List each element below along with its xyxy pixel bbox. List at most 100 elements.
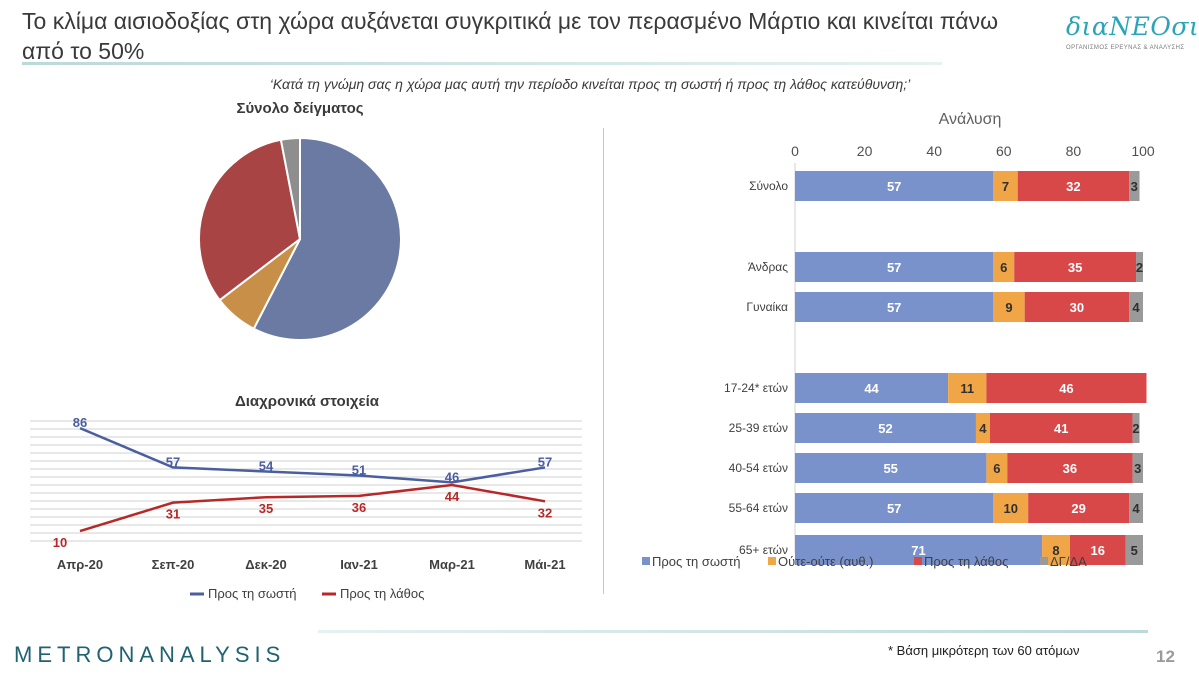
line-data-label: 57 [538,454,552,469]
bar-category-label: 65+ ετών [739,543,788,557]
line-series-0 [79,426,546,484]
bar-legend-swatch [768,557,776,565]
bar-segment [1132,453,1143,483]
bar-legend-swatch [914,557,922,565]
footnote: * Βάση μικρότερη των 60 ατόμων [888,643,1080,658]
bar-data-label: 4 [979,421,987,436]
page-number: 12 [1156,647,1175,666]
bar-segment [1129,292,1143,322]
bar-category-label: Γυναίκα [746,300,788,314]
bar-data-label: 36 [1063,461,1077,476]
bar-data-label: 2 [1136,260,1143,275]
bar-segment [795,413,976,443]
line-data-label: 57 [166,454,180,469]
logo-subtitle: ΟΡΓΑΝΙΣΜΟΣ ΕΡΕΥΝΑΣ & ΑΝΑΛΥΣΗΣ [1066,45,1185,51]
bar-data-label: 6 [993,461,1000,476]
bar-category-label: Σύνολο [749,179,788,193]
line-data-label: 10 [53,535,67,550]
pie-chart [198,136,402,341]
survey-question: ‘Κατά τη γνώμη σας η χώρα μας αυτή την π… [269,76,911,92]
bar-category-label: 40-54 ετών [729,461,788,475]
bar-category-label: 17-24* ετών [724,381,788,395]
line-data-label: 51 [352,463,366,478]
bar-x-tick: 40 [926,143,942,159]
line-data-label: 31 [166,507,180,522]
bar-segment [989,413,1133,443]
bar-category-label: Άνδρας [748,260,788,274]
line-x-tick: Σεπ-20 [152,557,195,572]
bar-segment [986,373,1147,403]
line-data-label: 36 [352,500,366,515]
line-x-tick: Μάι-21 [524,557,565,572]
bar-data-label: 16 [1091,543,1105,558]
bar-segment [1069,535,1126,565]
bar-legend-swatch [642,557,650,565]
pie-slice-2 [198,138,302,302]
bar-legend-swatch [1040,557,1048,565]
line-x-tick: Απρ-20 [57,557,103,572]
line-data-label: 86 [73,415,87,430]
pie-chart-title: Σύνολο δείγματος [236,100,364,117]
line-x-tick: Μαρ-21 [429,557,475,572]
bar-data-label: 57 [887,260,901,275]
bar-data-label: 55 [883,461,897,476]
bar-segment [993,292,1025,322]
bar-segment [795,373,949,403]
footer-rule [318,630,1148,633]
bar-data-label: 7 [1002,179,1009,194]
bar-segment [993,171,1018,201]
bar-data-label: 6 [1000,260,1007,275]
bar-data-label: 4 [1132,300,1140,315]
bar-segment [1007,453,1133,483]
bar-data-label: 9 [1005,300,1012,315]
line-data-label: 32 [538,505,552,520]
bar-chart-title: Ανάλυση [939,111,1002,128]
bar-legend-label: Προς τη σωστή [652,554,740,569]
line-data-label: 54 [259,458,274,473]
line-data-label: 46 [445,469,459,484]
title-underline [22,62,942,65]
bar-legend-label: Προς τη λάθος [924,554,1008,569]
bar-data-label: 44 [864,381,879,396]
bar-legend-label: Ούτε-ούτε (αυθ.) [778,554,874,569]
line-legend-label: Προς τη σωστή [208,586,296,601]
bar-legend-label: ΔΓ/ΔΑ [1050,554,1087,569]
bar-data-label: 10 [1004,501,1018,516]
bar-segment [795,493,994,523]
bar-segment [795,252,994,282]
bar-category-label: 55-64 ετών [729,501,788,515]
bar-category-label: 25-39 ετών [729,421,788,435]
bar-segment [795,453,987,483]
bar-data-label: 41 [1054,421,1068,436]
bar-data-label: 57 [887,501,901,516]
bar-x-tick: 80 [1066,143,1082,159]
bar-data-label: 2 [1132,421,1139,436]
bar-segment [986,453,1008,483]
bar-data-label: 4 [1132,501,1140,516]
bar-segment [993,493,1029,523]
bar-x-tick: 100 [1131,143,1155,159]
line-x-tick: Ιαν-21 [340,557,378,572]
line-series-1 [79,483,546,533]
line-chart: Διαχρονικά στοιχεία 86 57 54 51 46 57 10 31 35 36 4… [30,393,582,601]
bar-data-label: 11 [960,381,974,396]
dianeosis-logo: διαΝΕΟσις [1066,12,1199,41]
bar-segment [975,413,990,443]
line-data-label: 35 [259,501,273,516]
bar-x-tick: 60 [996,143,1012,159]
bar-segment [1125,535,1143,565]
bar-segment [1132,413,1140,443]
bar-segment [1028,493,1130,523]
bar-segment [1129,493,1143,523]
bar-x-tick: 0 [791,143,799,159]
line-x-tick: Δεκ-20 [245,557,287,572]
slide-title: Το κλίμα αισιοδοξίας στη χώρα αυξάνεται … [22,8,999,64]
bar-data-label: 30 [1070,300,1084,315]
bar-data-label: 52 [878,421,892,436]
bar-segment [993,252,1015,282]
bar-data-label: 35 [1068,260,1082,275]
bar-data-label: 29 [1071,501,1085,516]
line-legend-label: Προς τη λάθος [340,586,424,601]
bar-data-label: 32 [1066,179,1080,194]
